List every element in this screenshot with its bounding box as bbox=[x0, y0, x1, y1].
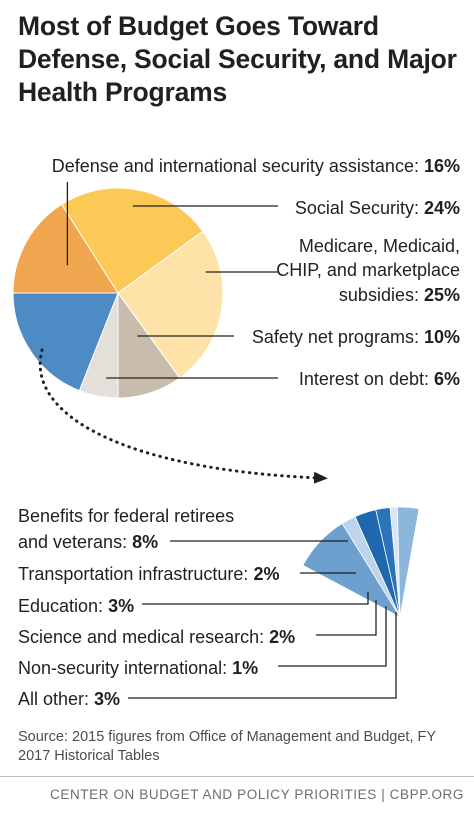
label-retirees-line2: and veterans: 8% bbox=[18, 532, 158, 552]
main-pie-slice-2 bbox=[117, 230, 224, 379]
label-non-security: Non-security international: 1% bbox=[18, 658, 258, 678]
label-interest: Interest on debt: 6% bbox=[299, 369, 460, 389]
page-title: Most of Budget Goes Toward Defense, Soci… bbox=[18, 11, 457, 107]
leader-education bbox=[142, 592, 369, 605]
detail-slice-5 bbox=[396, 506, 420, 618]
detail-fan-chart bbox=[302, 506, 420, 619]
label-safety-net: Safety net programs: 10% bbox=[252, 327, 460, 347]
leader-science bbox=[316, 600, 377, 636]
footer-credit: CENTER ON BUDGET AND POLICY PRIORITIES |… bbox=[50, 787, 464, 802]
label-education: Education: 3% bbox=[18, 596, 134, 616]
label-social-security: Social Security: 24% bbox=[295, 198, 460, 218]
divider bbox=[0, 776, 474, 777]
main-pie-slice-1 bbox=[61, 187, 204, 294]
label-science: Science and medical research: 2% bbox=[18, 627, 295, 647]
dotted-arrow-connector bbox=[38, 348, 328, 484]
leader-all-other bbox=[128, 612, 397, 699]
label-retirees-line1: Benefits for federal retirees bbox=[18, 506, 234, 526]
label-medicare-line1: Medicare, Medicaid, bbox=[299, 236, 460, 256]
main-pie-slice-0 bbox=[12, 203, 119, 294]
label-medicare-line2: CHIP, and marketplace bbox=[276, 260, 460, 280]
source-note: Source: 2015 figures from Office of Mana… bbox=[18, 729, 436, 764]
leader-non-security bbox=[278, 606, 387, 667]
slice-labels: Defense and international security assis… bbox=[18, 156, 460, 709]
main-pie-chart bbox=[12, 187, 224, 399]
label-transportation: Transportation infrastructure: 2% bbox=[18, 564, 279, 584]
label-defense: Defense and international security assis… bbox=[52, 156, 460, 176]
label-all-other: All other: 3% bbox=[18, 689, 120, 709]
budget-pie-charts: Defense and international security assis… bbox=[12, 156, 460, 709]
main-pie-slice-5 bbox=[12, 292, 119, 392]
label-medicare-line3: subsidies: 25% bbox=[339, 285, 460, 305]
leader-lines bbox=[66, 182, 397, 699]
